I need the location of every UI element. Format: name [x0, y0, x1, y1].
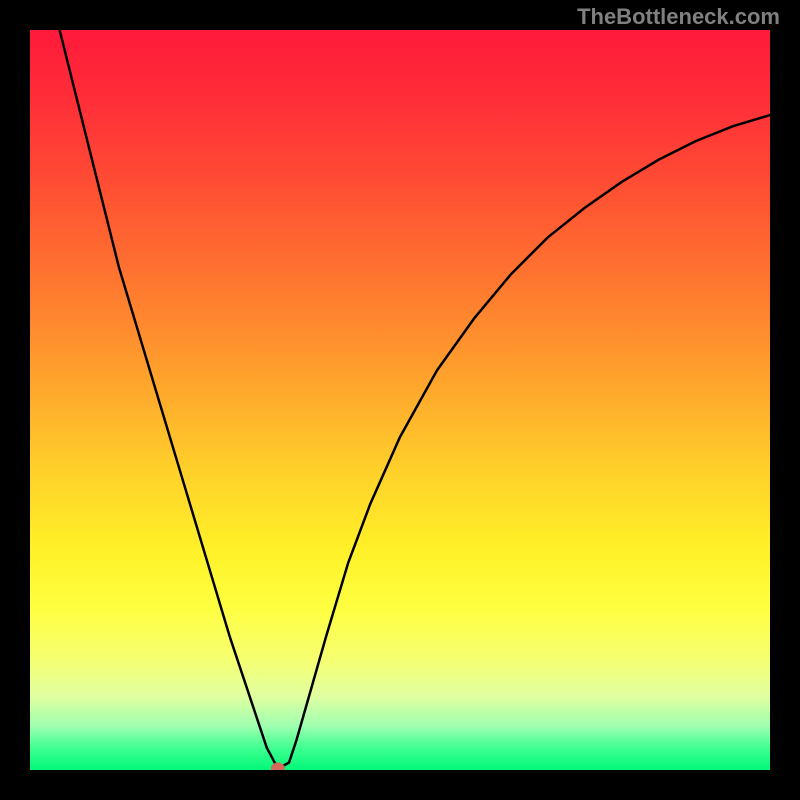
minimum-marker: [271, 763, 285, 770]
bottleneck-curve: [30, 30, 770, 770]
chart-container: TheBottleneck.com: [0, 0, 800, 800]
plot-area: [30, 30, 770, 770]
watermark-text: TheBottleneck.com: [577, 4, 780, 30]
